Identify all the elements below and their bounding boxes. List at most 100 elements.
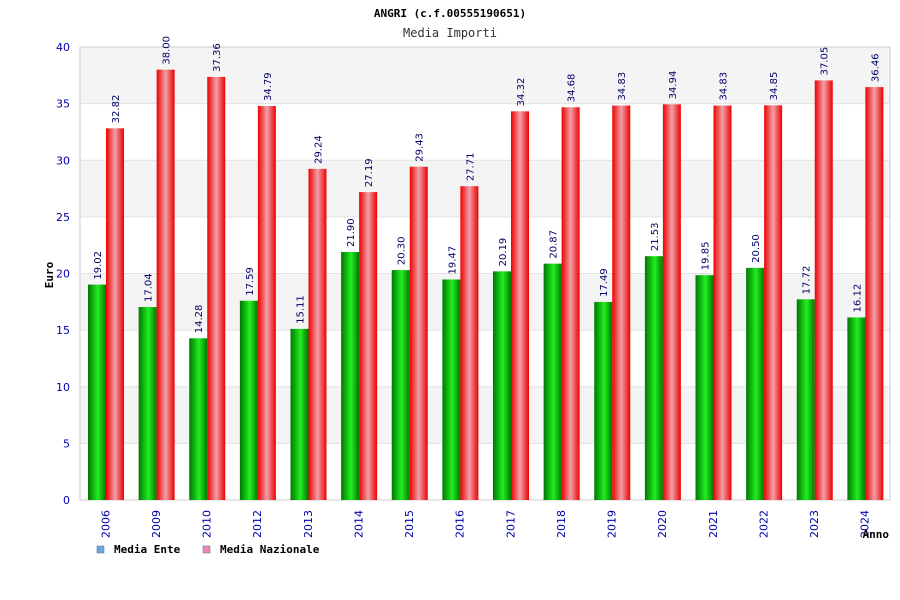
bar [511,111,529,501]
y-tick-label: 5 [63,437,70,450]
data-label: 21.53 [650,223,661,252]
data-label: 16.12 [852,284,863,313]
bar [612,105,631,501]
data-label: 37.05 [820,47,831,76]
x-tick-label: 2017 [504,510,517,538]
data-label: 19.02 [93,251,104,280]
data-label: 17.72 [802,266,813,295]
legend-entry: Media Nazionale [220,543,320,556]
chart-subtitle: Media Importi [403,26,497,40]
plot-frame [79,46,891,501]
bar [391,270,410,500]
data-label: 15.11 [296,295,307,324]
data-label: 34.85 [769,72,780,101]
bar [594,301,613,500]
data-label: 17.49 [599,268,610,297]
x-tick-label: 2018 [555,510,568,538]
bar [713,105,732,501]
data-label: 34.32 [516,78,527,107]
x-tick-label: 2022 [757,510,770,538]
legend-entry: Media Ente [114,543,181,556]
data-label: 14.28 [194,305,205,334]
y-tick-label: 35 [56,98,70,111]
data-label: 20.87 [549,230,560,259]
x-tick-label: 2023 [808,510,821,538]
bar [662,104,681,500]
bar [239,300,258,500]
bar [644,256,663,500]
bar [561,107,580,501]
y-axis-label: Euro [43,261,56,288]
data-label: 34.83 [719,72,730,101]
x-tick-label: 2021 [707,510,720,538]
x-tick-label: 2009 [150,510,163,538]
data-label: 32.82 [111,95,122,124]
data-label: 36.46 [870,53,881,82]
y-tick-label: 15 [56,324,70,337]
data-label: 19.85 [701,242,712,271]
data-label: 27.19 [364,158,375,187]
bar [764,105,783,500]
data-label: 20.50 [751,234,762,263]
data-label: 21.90 [346,218,357,247]
bar [746,267,765,500]
bar [460,186,479,500]
bar [695,275,714,500]
y-tick-label: 20 [56,268,70,281]
y-tick-label: 30 [56,154,70,167]
chart-title: ANGRI (c.f.00555190651) [374,7,526,20]
bar [796,299,815,500]
legend-swatch [96,545,105,554]
x-tick-label: 2016 [454,510,467,538]
data-label: 17.59 [245,267,256,296]
data-label: 34.83 [617,72,628,101]
legend-swatch [202,545,211,554]
data-label: 20.19 [498,238,509,267]
bar [156,69,175,501]
bar [543,263,562,500]
data-label: 34.79 [263,72,274,101]
data-label: 34.94 [668,71,679,100]
y-tick-label: 40 [56,41,70,54]
y-tick-label: 10 [56,381,70,394]
x-tick-label: 2012 [251,510,264,538]
bar [106,128,124,500]
data-label: 17.04 [144,273,155,302]
y-tick-label: 0 [63,494,70,507]
data-label: 29.43 [415,133,426,162]
plot-area: 0 5 10 15 20 25 30 35 40 19.02 32.82 2006 17.04 38.00… [56,36,891,538]
data-label: 37.36 [212,43,223,72]
bar [257,106,276,501]
x-tick-label: 2010 [201,510,214,538]
bar [341,251,360,500]
bar [409,166,428,500]
bar [847,317,866,500]
bar [359,192,378,501]
bar [189,338,208,500]
data-label: 19.47 [447,246,458,275]
x-tick-label: 2013 [302,510,315,538]
y-tick-label: 25 [56,211,70,224]
bar [88,284,106,500]
bar [207,76,226,500]
x-tick-label: 2024 [859,510,872,538]
legend: Media Ente Media Nazionale [96,543,320,556]
bar [814,80,833,500]
bar [442,279,461,500]
bar [290,328,309,500]
x-tick-label: 2019 [606,510,619,538]
x-tick-label: 2014 [352,510,365,538]
data-label: 20.30 [397,236,408,265]
bar [493,271,511,500]
data-label: 27.71 [465,153,476,182]
data-label: 38.00 [162,36,173,65]
x-axis-label: Anno [863,528,890,541]
bar [308,168,327,500]
bar [138,307,157,500]
bar [865,87,884,500]
x-tick-label: 2006 [99,510,112,538]
x-tick-label: 2015 [403,510,416,538]
data-label: 34.68 [567,74,578,103]
data-label: 29.24 [314,135,325,164]
